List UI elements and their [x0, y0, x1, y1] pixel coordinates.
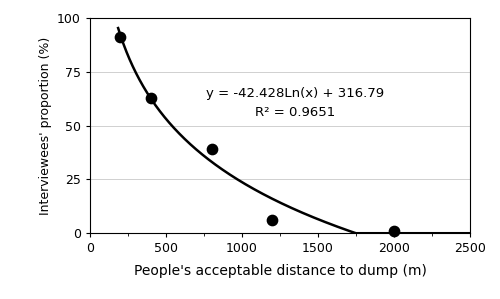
- Point: [116, 35, 124, 40]
- Point: [147, 95, 155, 100]
- Y-axis label: Interviewees' proportion (%): Interviewees' proportion (%): [38, 36, 52, 215]
- Point: [390, 229, 398, 234]
- Text: y = -42.428Ln(x) + 316.79: y = -42.428Ln(x) + 316.79: [206, 87, 384, 100]
- Point: [208, 147, 216, 152]
- Text: R² = 0.9651: R² = 0.9651: [255, 106, 336, 119]
- X-axis label: People's acceptable distance to dump (m): People's acceptable distance to dump (m): [134, 264, 426, 277]
- Point: [268, 218, 276, 223]
